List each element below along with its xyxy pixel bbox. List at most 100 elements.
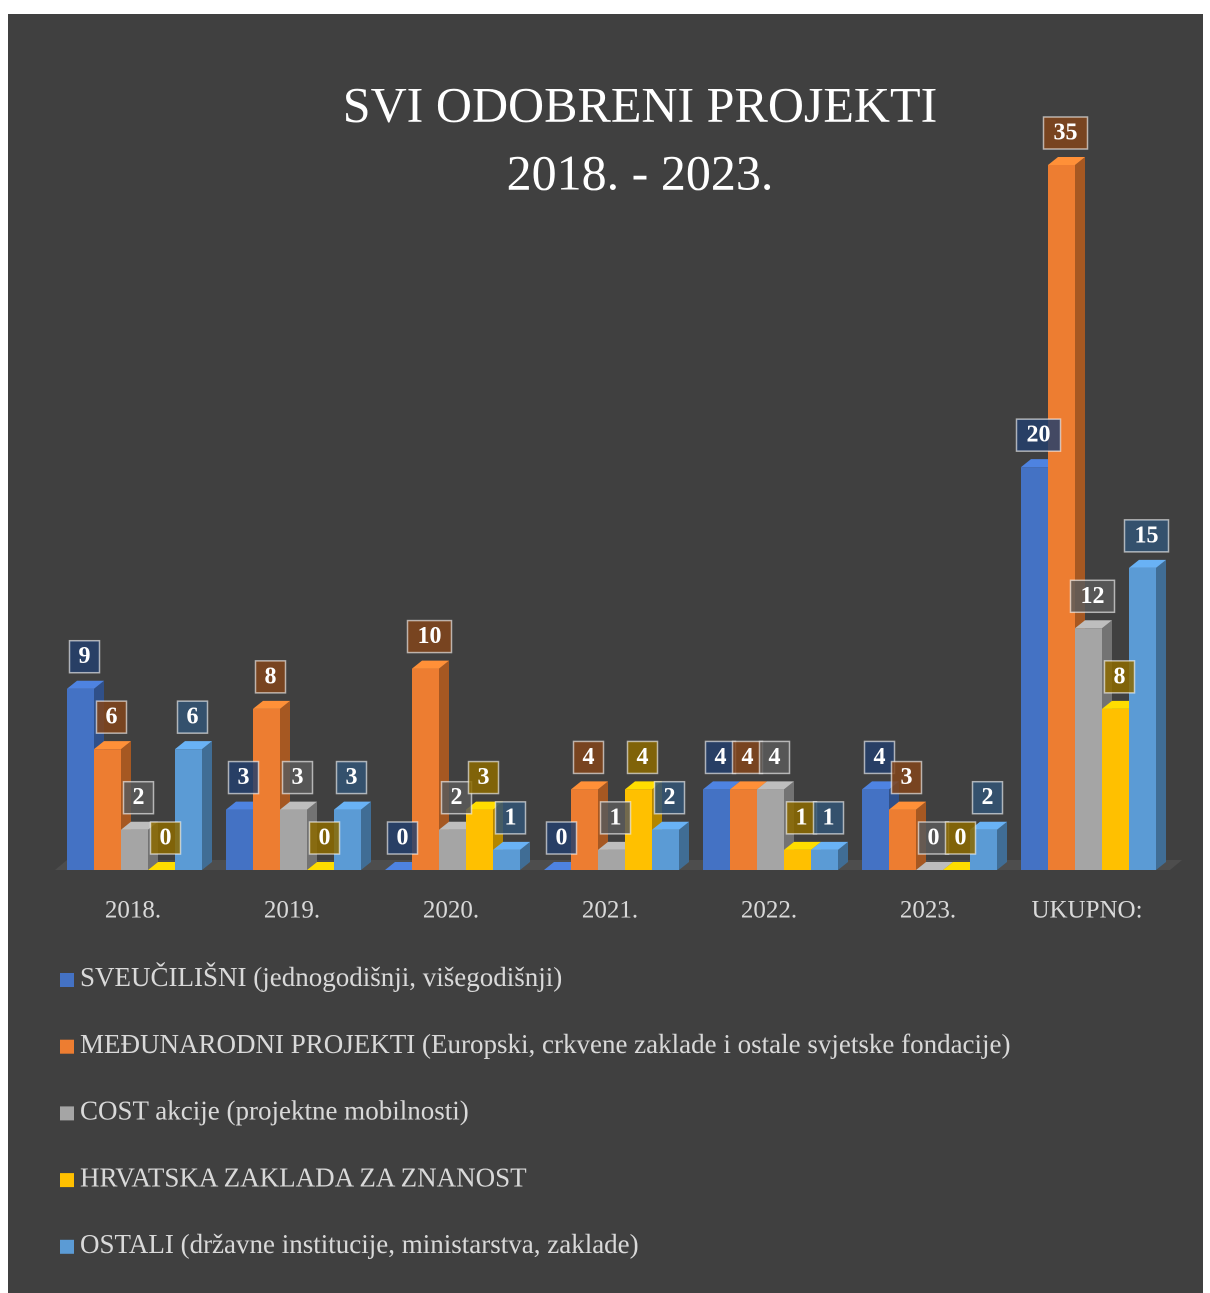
chart-title: SVI ODOBRENI PROJEKTI <box>343 76 937 132</box>
bar <box>121 829 148 870</box>
bar <box>1129 567 1156 870</box>
data-label: 0 <box>928 825 940 851</box>
x-tick-label: 2018. <box>105 897 161 924</box>
data-label: 4 <box>874 744 886 770</box>
bar <box>1021 467 1048 870</box>
bar-side <box>1156 559 1166 870</box>
data-label: 1 <box>796 804 808 830</box>
data-label: 12 <box>1081 583 1105 609</box>
bar-top <box>253 700 290 709</box>
bar-top <box>571 781 608 790</box>
bar-side <box>361 801 371 870</box>
x-tick-label: 2023. <box>900 897 956 924</box>
data-label-box <box>653 780 686 815</box>
bar <box>94 749 121 870</box>
data-label: 4 <box>742 744 754 770</box>
bar <box>1102 708 1129 870</box>
bar <box>784 849 811 870</box>
data-label: 10 <box>418 623 442 649</box>
data-label-box <box>944 821 977 855</box>
data-label: 6 <box>106 704 118 730</box>
bar-top <box>466 801 503 810</box>
bar <box>280 809 307 870</box>
data-label-box <box>176 700 209 734</box>
data-label-box <box>386 821 419 855</box>
data-label-box <box>95 700 128 734</box>
data-label-box <box>626 740 659 775</box>
data-label: 1 <box>505 804 517 830</box>
bar <box>703 789 730 870</box>
bar-top <box>916 862 953 870</box>
data-label: 0 <box>955 825 967 851</box>
bar-top <box>757 781 794 790</box>
bar-top <box>493 841 530 850</box>
data-label-box <box>863 740 896 775</box>
x-tick-label: UKUPNO: <box>1031 897 1142 924</box>
bar-top <box>94 741 131 750</box>
data-label: 3 <box>478 764 490 790</box>
bar <box>730 789 757 870</box>
data-label-box <box>149 821 182 855</box>
bar-top <box>862 781 899 790</box>
x-tick-label: 2019. <box>264 897 320 924</box>
bar <box>1075 628 1102 870</box>
legend-swatch <box>60 1239 74 1254</box>
data-label-box <box>1042 116 1089 150</box>
data-label: 4 <box>769 744 781 770</box>
legend-swatch <box>60 1173 74 1188</box>
data-label-box <box>890 760 923 795</box>
bar-side <box>520 841 530 870</box>
bar <box>598 849 625 870</box>
data-label-box <box>406 619 453 654</box>
bar-top <box>334 801 371 810</box>
bar <box>862 789 889 870</box>
data-label: 8 <box>265 663 277 689</box>
bar-top <box>121 821 158 830</box>
data-label: 1 <box>823 804 835 830</box>
data-label-box <box>758 740 791 775</box>
bar-top <box>970 821 1007 830</box>
bar-side <box>202 741 212 870</box>
legend-swatch <box>60 1039 74 1054</box>
data-label-box <box>440 780 473 815</box>
bar <box>1048 165 1075 870</box>
bar-side <box>838 841 848 870</box>
data-label: 2 <box>664 784 676 810</box>
data-label-box <box>599 801 632 835</box>
data-label-box <box>281 760 314 795</box>
bar <box>757 789 784 870</box>
data-label-box <box>1103 660 1136 694</box>
data-label-box <box>335 760 368 795</box>
bar-side <box>439 660 449 870</box>
bar-top <box>280 801 317 810</box>
data-label-box <box>68 639 101 674</box>
bar-top <box>1075 620 1112 629</box>
bar-top <box>625 781 662 790</box>
bar <box>811 849 838 870</box>
data-label: 8 <box>1114 663 1126 689</box>
data-label-box <box>308 821 341 855</box>
data-label-box <box>1015 418 1062 452</box>
data-label-box <box>917 821 950 855</box>
data-label: 4 <box>583 744 595 770</box>
bar-top <box>784 841 821 850</box>
bar <box>67 688 94 870</box>
chart-background <box>8 14 1203 1293</box>
data-label: 3 <box>346 764 358 790</box>
bar-top <box>1048 157 1085 165</box>
data-label-box <box>731 740 764 775</box>
data-label: 4 <box>637 744 649 770</box>
legend-swatch <box>60 973 74 987</box>
data-label-box <box>122 780 155 815</box>
bar-top <box>67 680 104 689</box>
data-label-box <box>1123 519 1170 553</box>
bar <box>439 829 466 870</box>
data-label-box <box>971 780 1004 815</box>
bar-top <box>175 741 212 750</box>
data-label-box <box>545 821 578 855</box>
bar-top <box>889 801 926 810</box>
x-tick-label: 2020. <box>423 897 479 924</box>
data-label: 2 <box>982 784 994 810</box>
x-tick-label: 2022. <box>741 897 797 924</box>
